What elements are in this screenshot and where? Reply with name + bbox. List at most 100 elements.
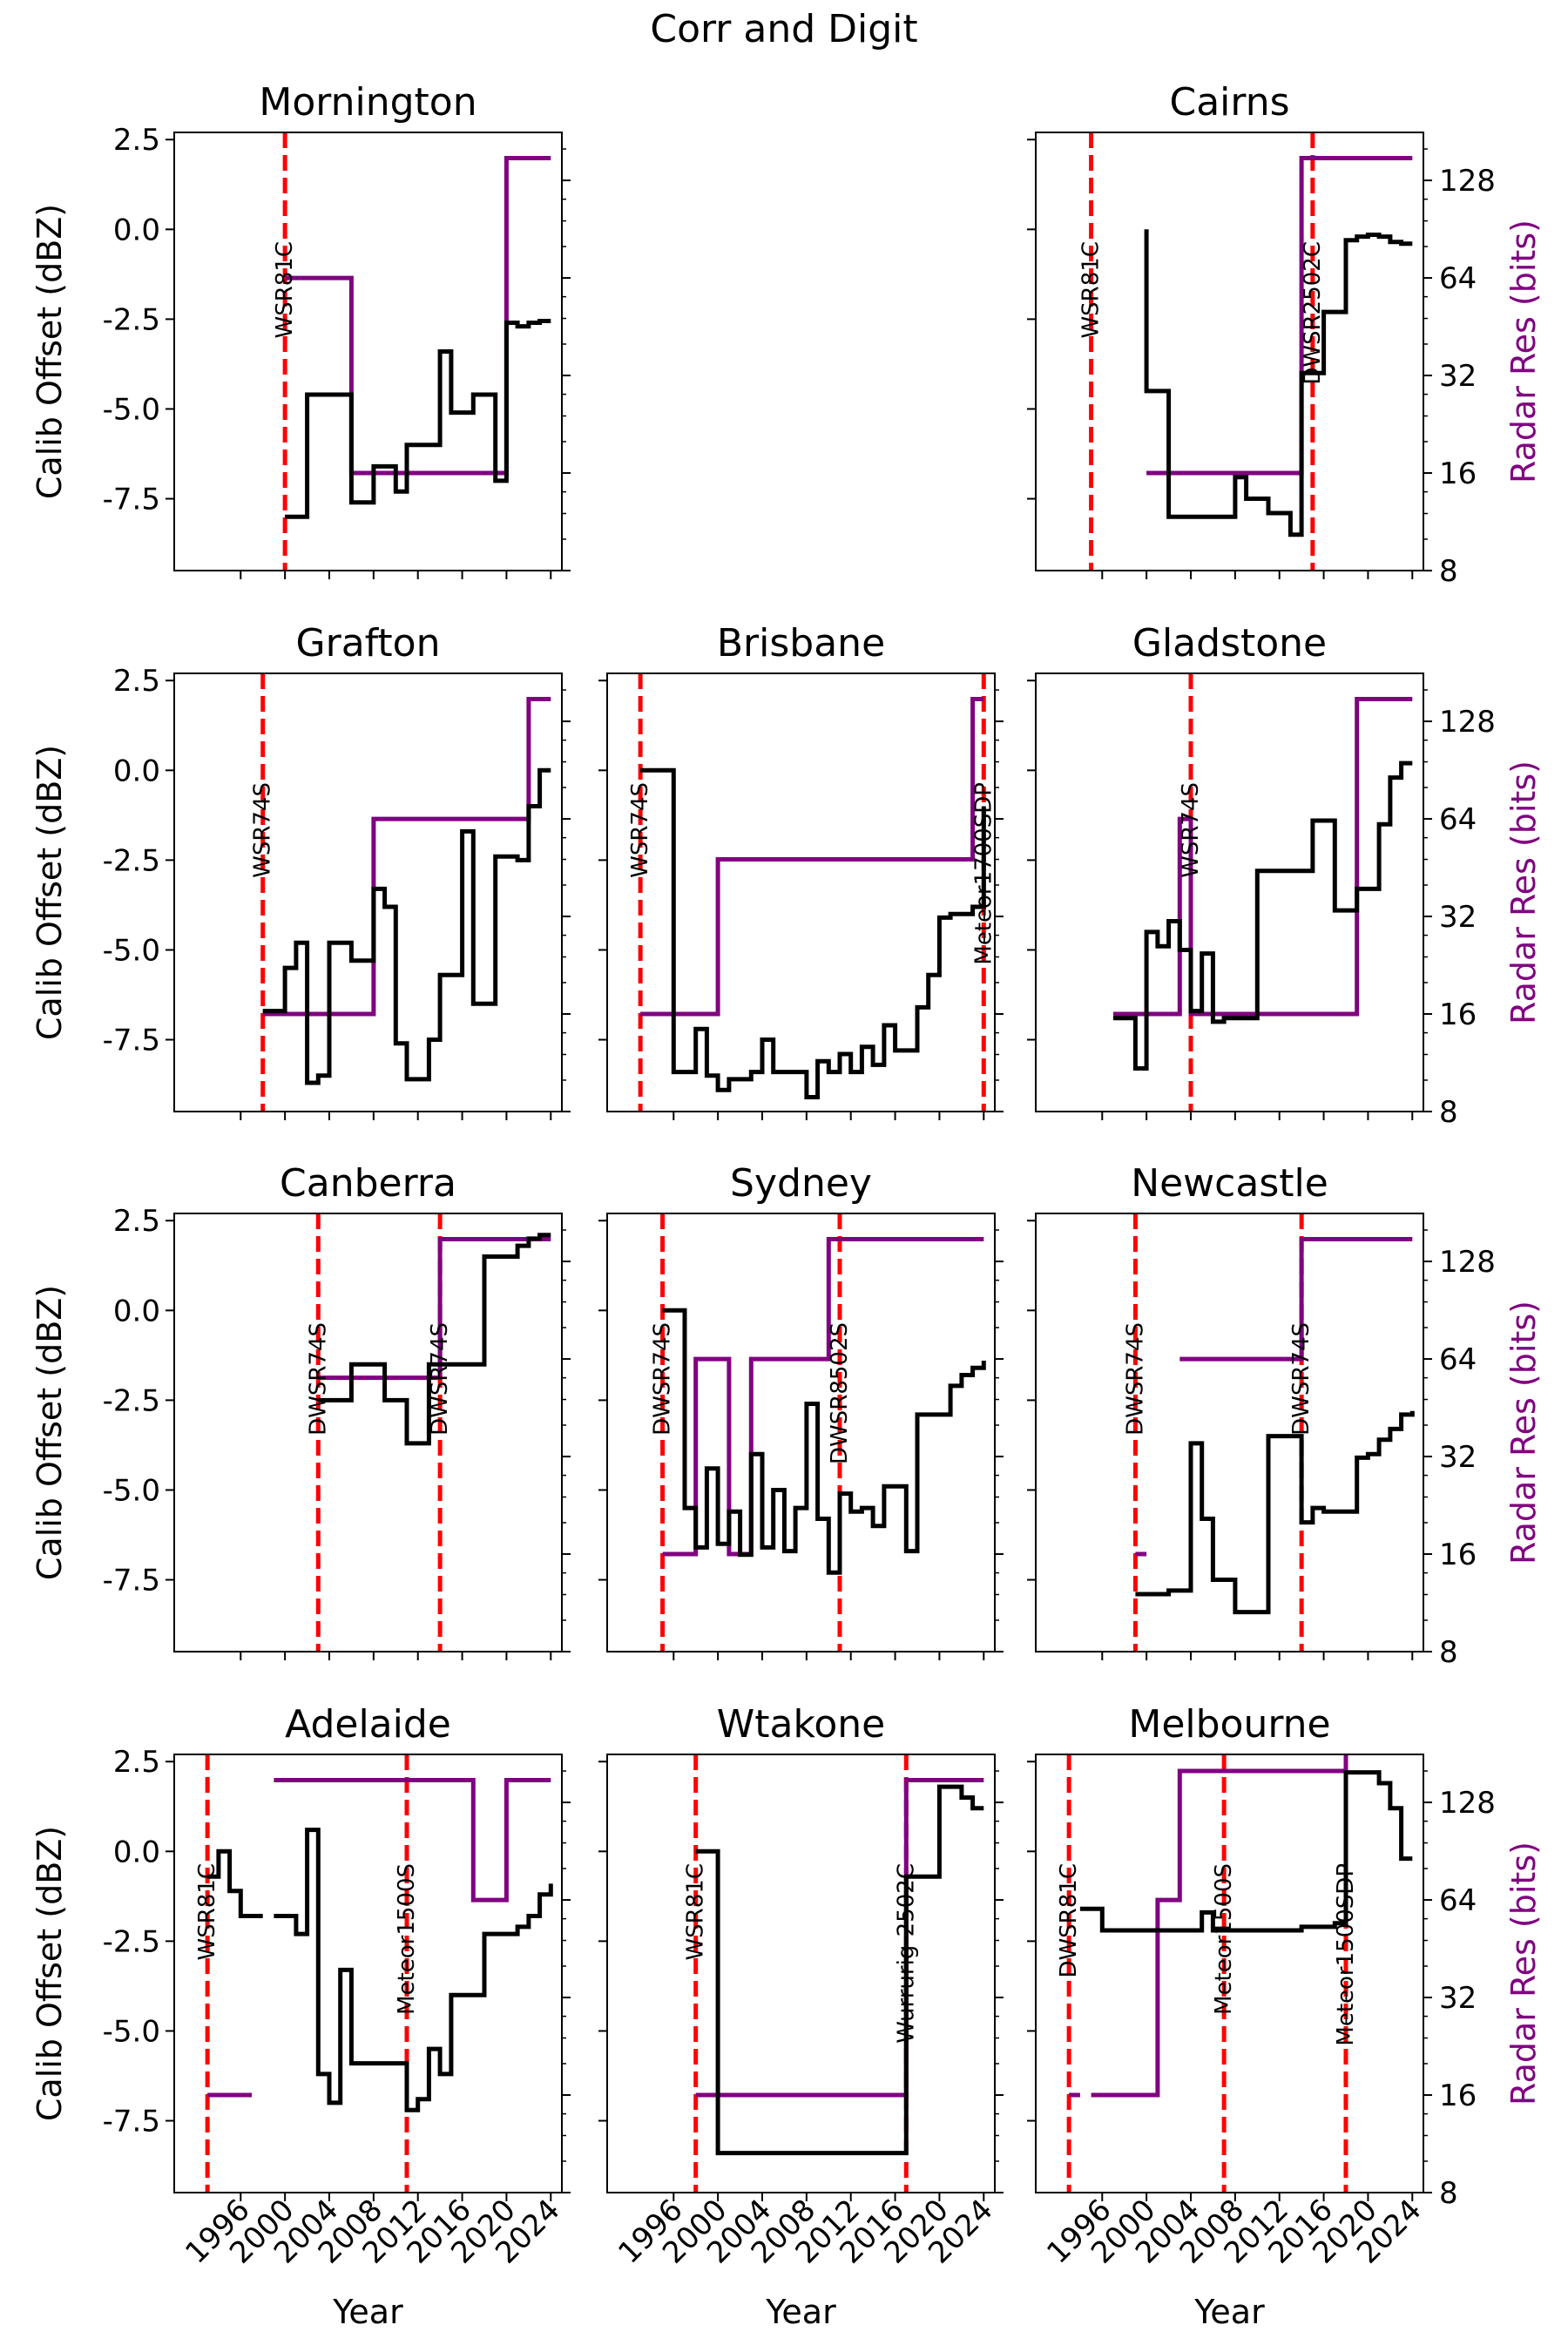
y-tick-label: -7.5 xyxy=(103,2105,160,2139)
calib-offset-series xyxy=(640,767,986,1099)
plot-area xyxy=(315,1213,551,1652)
plot-area xyxy=(1132,1213,1415,1652)
y-tick-label: 2.5 xyxy=(113,1204,160,1239)
y-axis-label: Calib Offset (dBZ) xyxy=(30,204,69,499)
panel-title: Mornington xyxy=(259,80,476,125)
figure-title: Corr and Digit xyxy=(650,7,917,51)
radar-res-series xyxy=(1113,697,1413,1017)
panel-title: Adelaide xyxy=(285,1702,451,1747)
panel-brisbane: Brisbane WSR74S Meteor1700SDP xyxy=(598,621,1004,1120)
instrument-label: DWSR2502C xyxy=(1300,241,1326,385)
y-tick-label: -7.5 xyxy=(103,1024,160,1058)
y-right-axis-label: Radar Res (bits) xyxy=(1504,1842,1543,2105)
instrument-label: WSR74S xyxy=(250,782,276,878)
instrument-label: Meteor1500S xyxy=(394,1863,420,2015)
y-right-tick-label: 32 xyxy=(1439,1981,1477,2016)
radar-res-series xyxy=(207,1778,551,2098)
axes-frame xyxy=(606,672,996,1112)
y-tick-label: -5.0 xyxy=(103,392,160,427)
radar-res-series xyxy=(1146,156,1413,476)
x-axis-label: Year xyxy=(332,2293,403,2331)
y-right-tick-label: 8 xyxy=(1439,1095,1458,1130)
panel-melbourne: Melbourne DWSR81C Meteor1500S Meteor1500SDP… xyxy=(1027,1702,1543,2331)
instrument-label: DWSR74S xyxy=(1122,1322,1148,1436)
y-tick-label: -7.5 xyxy=(103,483,160,517)
y-tick-label: 0.0 xyxy=(113,1294,160,1328)
x-axis-label: Year xyxy=(765,2293,836,2331)
calib-offset-series xyxy=(318,1233,551,1446)
instrument-label: DWSR74S xyxy=(1288,1322,1315,1436)
radar-res-series xyxy=(662,1237,984,1557)
y-right-tick-label: 32 xyxy=(1439,1440,1477,1475)
panel-grafton: Grafton WSR74S 2.5 0.0 -2.5 -5.0 -7.5 Calib Off… xyxy=(30,621,571,1120)
y-right-axis-label: Radar Res (bits) xyxy=(1504,1301,1543,1565)
instrument-label: WSR74S xyxy=(1178,782,1204,878)
y-right-tick-label: 128 xyxy=(1439,705,1496,740)
y-right-tick-label: 16 xyxy=(1439,997,1477,1032)
plot-area xyxy=(1066,1754,1413,2193)
instrument-label: Meteor1700SDP xyxy=(970,782,997,965)
instrument-label: Meteor1500S xyxy=(1211,1863,1237,2015)
axes-frame xyxy=(1035,1213,1424,1652)
radar-res-series xyxy=(1069,1754,1348,2098)
y-right-tick-label: 32 xyxy=(1439,900,1477,935)
calib-offset-series xyxy=(695,1784,984,2156)
y-tick-label: 0.0 xyxy=(113,1835,160,1869)
calib-offset-series xyxy=(1079,1770,1413,1933)
y-right-axis-label: Radar Res (bits) xyxy=(1504,760,1543,1024)
plot-area xyxy=(638,673,986,1112)
axes-frame xyxy=(1035,672,1424,1112)
x-axis-label: Year xyxy=(1193,2293,1265,2331)
y-right-tick-label: 8 xyxy=(1439,1635,1458,1670)
plot-area xyxy=(693,1754,984,2193)
plot-area xyxy=(1089,132,1413,571)
y-right-tick-label: 128 xyxy=(1439,1786,1496,1821)
y-right-tick-label: 16 xyxy=(1439,456,1477,491)
instrument-label: WSR81C xyxy=(1078,241,1105,339)
calib-offset-series xyxy=(1113,760,1413,1071)
instrument-label: DWSR74S xyxy=(650,1322,676,1436)
panel-sydney: Sydney DWSR74S DWSR8502S xyxy=(598,1161,1004,1660)
y-tick-label: -2.5 xyxy=(103,1383,160,1418)
plot-area xyxy=(282,132,551,571)
y-tick-label: -2.5 xyxy=(103,843,160,878)
y-tick-label: -2.5 xyxy=(103,1924,160,1959)
y-tick-label: -5.0 xyxy=(103,2014,160,2049)
y-axis-label: Calib Offset (dBZ) xyxy=(30,1826,69,2121)
radar-res-series xyxy=(285,156,551,476)
panel-title: Gladstone xyxy=(1132,621,1327,666)
panel-title: Brisbane xyxy=(717,621,885,666)
instrument-label: DWSR74S xyxy=(427,1322,453,1436)
y-right-tick-label: 64 xyxy=(1439,1883,1477,1918)
instrument-label: Wurrurig-2502C xyxy=(893,1863,919,2044)
y-tick-label: -5.0 xyxy=(103,1473,160,1508)
y-right-tick-label: 64 xyxy=(1439,261,1477,296)
axes-frame xyxy=(173,672,563,1112)
y-right-tick-label: 128 xyxy=(1439,1245,1496,1280)
panel-title: Cairns xyxy=(1169,80,1289,125)
y-right-tick-label: 8 xyxy=(1439,2176,1458,2211)
y-right-tick-label: 64 xyxy=(1439,1342,1477,1377)
y-right-axis-label: Radar Res (bits) xyxy=(1504,220,1543,483)
instrument-label: Meteor1500SDP xyxy=(1333,1863,1359,2046)
calib-offset-series xyxy=(1135,1410,1415,1615)
y-tick-label: 2.5 xyxy=(113,1745,160,1780)
y-right-tick-label: 16 xyxy=(1439,1538,1477,1572)
calib-offset-series xyxy=(262,767,551,1085)
axes-frame xyxy=(173,1754,563,2193)
axes-frame xyxy=(606,1754,996,2193)
panel-title: Sydney xyxy=(730,1161,872,1206)
instrument-label: WSR74S xyxy=(627,782,653,878)
calib-offset-series xyxy=(1144,229,1413,537)
panel-title: Grafton xyxy=(296,621,441,666)
y-tick-label: 0.0 xyxy=(113,754,160,788)
y-tick-label: 2.5 xyxy=(113,664,160,699)
y-tick-label: -7.5 xyxy=(103,1564,160,1598)
instrument-label: DWSR74S xyxy=(305,1322,331,1436)
panel-title: Newcastle xyxy=(1131,1161,1328,1206)
panel-canberra: Canberra DWSR74S DWSR74S 2.5 0.0 -2.5 -5.0 -7.5… xyxy=(30,1161,571,1660)
y-right-tick-label: 32 xyxy=(1439,359,1477,394)
instrument-label: WSR81C xyxy=(272,241,298,339)
